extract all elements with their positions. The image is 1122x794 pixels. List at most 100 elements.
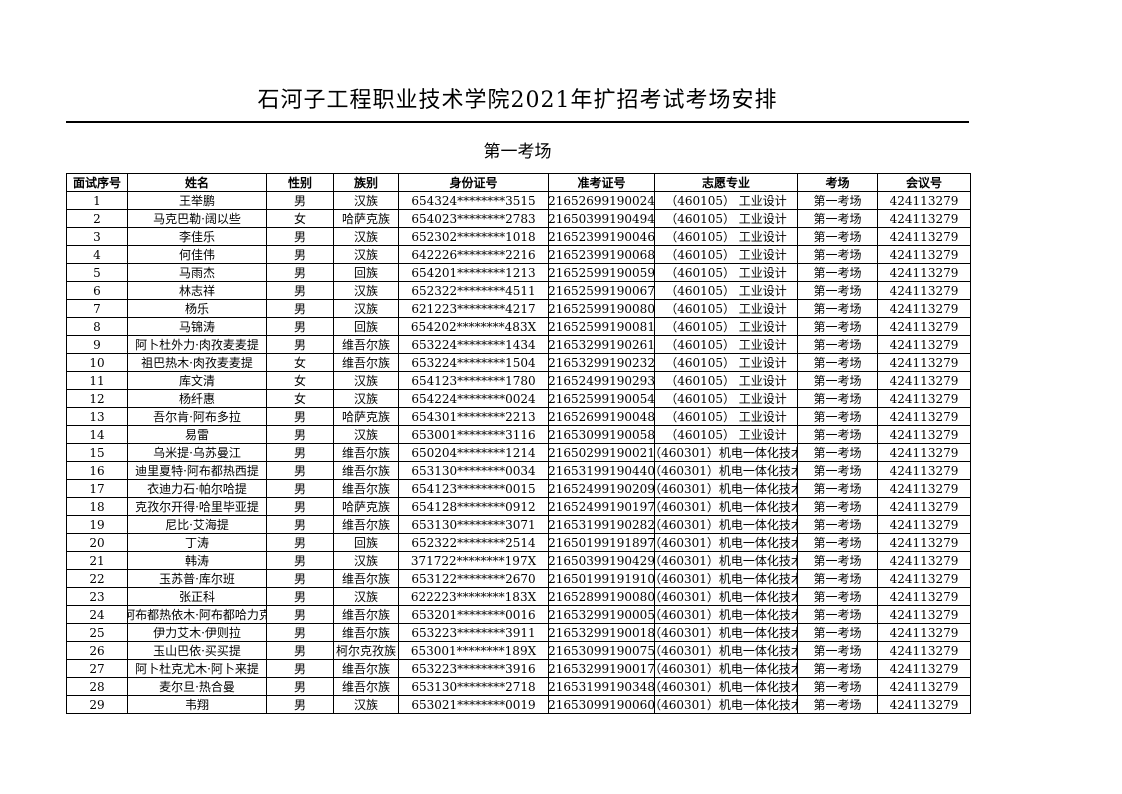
table-row: 21 韩涛 男 汉族 371722********197X 21650399190429 （…	[66, 551, 971, 570]
table-cell: 424113279	[877, 659, 971, 678]
cell-text: 654324********3515	[411, 193, 536, 208]
table-cell: 第一考场	[797, 515, 878, 534]
table-cell: 27	[66, 659, 128, 678]
cell-text: 424113279	[889, 697, 959, 712]
cell-text: 汉族	[353, 698, 378, 712]
table-cell: （460301）机电一体化技术	[654, 659, 798, 678]
cell-text: 652322********4511	[411, 283, 536, 298]
table-cell: 654224********0024	[398, 389, 549, 408]
table-cell: 林志祥	[127, 281, 267, 300]
column-header: 准考证号	[548, 173, 655, 192]
cell-text: 3	[93, 229, 101, 244]
cell-text: 424113279	[889, 247, 959, 262]
header-text: 志愿专业	[701, 176, 750, 190]
table-cell: 652322********4511	[398, 281, 549, 300]
table-cell: 第一考场	[797, 371, 878, 390]
cell-text: 424113279	[889, 265, 959, 280]
table-cell: 阿卜杜外力·肉孜麦麦提	[127, 335, 267, 354]
table-row: 2 马克巴勒·阔以些 女 哈萨克族 654023********2783 21650399…	[66, 209, 971, 228]
cell-text: 第一考场	[813, 500, 862, 514]
cell-text: 男	[293, 698, 306, 712]
table-cell: 9	[66, 335, 128, 354]
table-cell: 424113279	[877, 191, 971, 210]
cell-text: 男	[293, 428, 306, 442]
table-row: 9 阿卜杜外力·肉孜麦麦提 男 维吾尔族 653224********1434 21653…	[66, 335, 971, 354]
table-cell: 21652499190293	[548, 371, 655, 390]
table-cell: 第一考场	[797, 227, 878, 246]
cell-text: 柯尔克孜族	[335, 644, 396, 658]
table-cell: （460105） 工业设计	[654, 263, 798, 282]
table-cell: 第一考场	[797, 317, 878, 336]
cell-text: 11	[89, 373, 105, 388]
table-cell: 654202********483X	[398, 317, 549, 336]
table-cell: 第一考场	[797, 191, 878, 210]
cell-text: （460301）机电一体化技术	[655, 500, 797, 514]
cell-text: 男	[293, 446, 306, 460]
cell-text: 23	[89, 589, 105, 604]
cell-text: 424113279	[889, 589, 959, 604]
table-cell: 653224********1434	[398, 335, 549, 354]
cell-text: 维吾尔族	[341, 482, 390, 496]
cell-text: 回族	[353, 320, 378, 334]
cell-text: 男	[293, 248, 306, 262]
cell-text: 29	[89, 697, 105, 712]
table-cell: 吾尔肯·阿布多拉	[127, 407, 267, 426]
table-row: 17 衣迪力石·帕尔哈提 男 维吾尔族 654123********0015 216524…	[66, 479, 971, 498]
header-text: 姓名	[184, 176, 209, 190]
table-cell: 653130********0034	[398, 461, 549, 480]
cell-text: 汉族	[353, 428, 378, 442]
cell-text: 21652699190024	[549, 193, 654, 208]
table-cell: （460105） 工业设计	[654, 371, 798, 390]
cell-text: 男	[293, 572, 306, 586]
table-cell: 女	[266, 209, 334, 228]
table-row: 14 易雷 男 汉族 653001********3116 21653099190058 （…	[66, 425, 971, 444]
cell-text: 男	[293, 518, 306, 532]
cell-text: 玉苏普·库尔班	[159, 572, 235, 586]
table-cell: （460105） 工业设计	[654, 317, 798, 336]
table-cell: 第一考场	[797, 353, 878, 372]
cell-text: 654023********2783	[411, 211, 536, 226]
cell-text: 21652599190081	[549, 319, 654, 334]
table-cell: 杨纤惠	[127, 389, 267, 408]
table-cell: （460301）机电一体化技术	[654, 515, 798, 534]
table-cell: 424113279	[877, 317, 971, 336]
cell-text: 第一考场	[813, 464, 862, 478]
table-cell: 642226********2216	[398, 245, 549, 264]
cell-text: 男	[293, 644, 306, 658]
cell-text: 17	[89, 481, 105, 496]
table-cell: 柯尔克孜族	[333, 641, 399, 660]
cell-text: （460301）机电一体化技术	[655, 626, 797, 640]
table-cell: 男	[266, 479, 334, 498]
table-cell: 男	[266, 497, 334, 516]
column-header: 身份证号	[398, 173, 549, 192]
cell-text: 2	[93, 211, 101, 226]
cell-text: 21653199190440	[549, 463, 654, 478]
cell-text: 12	[89, 391, 105, 406]
table-cell: 21652599190059	[548, 263, 655, 282]
cell-text: 424113279	[889, 283, 959, 298]
cell-text: 男	[293, 536, 306, 550]
table-cell: 424113279	[877, 353, 971, 372]
cell-text: 26	[89, 643, 105, 658]
table-cell: 21653299190005	[548, 605, 655, 624]
table-cell: 第一考场	[797, 479, 878, 498]
column-header: 志愿专业	[654, 173, 798, 192]
table-row: 4 何佳伟 男 汉族 642226********2216 21652399190068 （…	[66, 245, 971, 264]
table-cell: 21652699190024	[548, 191, 655, 210]
cell-text: 21653299190261	[549, 337, 654, 352]
cell-text: 阿布都热依木·阿布都哈力克	[128, 608, 266, 622]
table-cell: 汉族	[333, 371, 399, 390]
cell-text: 维吾尔族	[341, 446, 390, 460]
table-cell: 29	[66, 695, 128, 714]
table-cell: 马克巴勒·阔以些	[127, 209, 267, 228]
table-cell: 653001********3116	[398, 425, 549, 444]
cell-text: 21652899190080	[549, 589, 654, 604]
cell-text: 16	[89, 463, 105, 478]
table-cell: 17	[66, 479, 128, 498]
table-cell: 653130********2718	[398, 677, 549, 696]
cell-text: 18	[89, 499, 105, 514]
table-cell: 第一考场	[797, 623, 878, 642]
table-cell: 21653199190348	[548, 677, 655, 696]
table-cell: 11	[66, 371, 128, 390]
table-cell: 男	[266, 461, 334, 480]
